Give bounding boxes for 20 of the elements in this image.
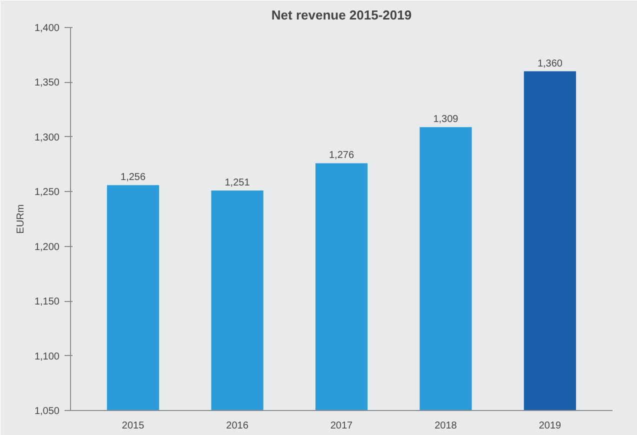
y-tick-label: 1,250 [34,187,60,198]
x-tick-label: 2018 [434,420,458,432]
y-tick-label: 1,100 [34,351,60,362]
y-tick-label: 1,350 [34,78,60,89]
y-tick-label: 1,150 [34,296,60,308]
data-label: 1,309 [433,114,459,126]
data-label: 1,276 [328,150,354,162]
x-tick-label: 2016 [226,420,249,432]
y-tick-label: 1,300 [34,132,60,144]
x-tick-label: 2019 [538,420,562,432]
y-tick-label: 1,050 [34,406,60,417]
data-label: 1,256 [120,172,146,184]
data-label: 1,251 [224,178,250,189]
y-axis-title: EURm [15,204,26,234]
y-tick-label: 1,200 [34,242,60,253]
x-tick-label: 2017 [330,420,354,432]
x-tick-label: 2015 [122,420,145,432]
chart-title: Net revenue 2015-2019 [271,8,412,22]
data-label: 1,360 [537,58,563,70]
y-tick-label: 1,400 [34,23,60,34]
